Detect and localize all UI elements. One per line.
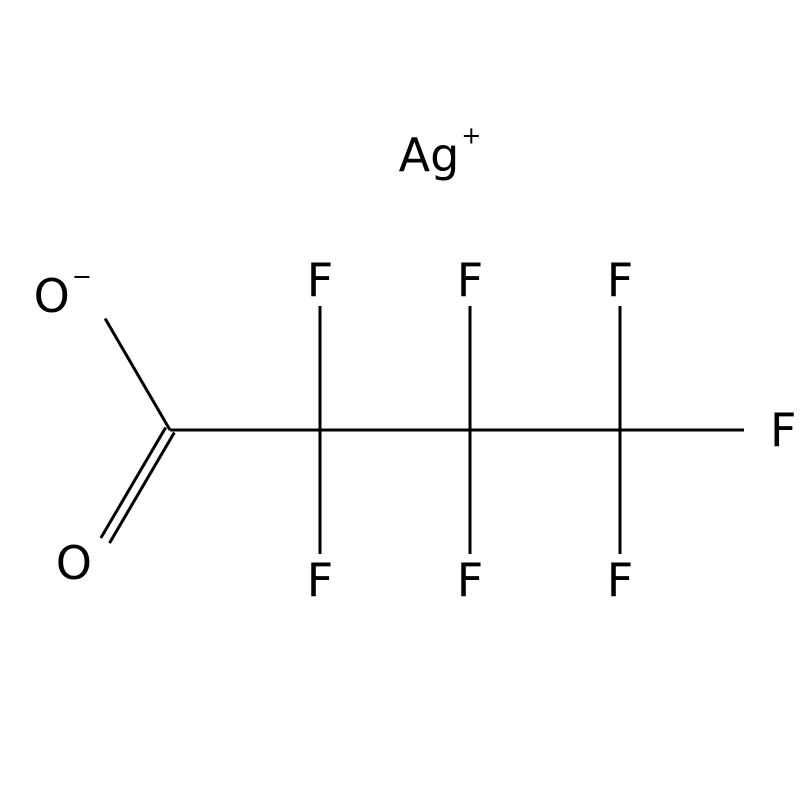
- canvas-background: [0, 0, 800, 800]
- atom-label-F4b: F: [607, 553, 633, 607]
- atom-label-F4c: F: [770, 403, 796, 457]
- atom-label-F2b: F: [307, 553, 333, 607]
- atom-charge-Ag: +: [461, 122, 481, 150]
- atom-label-F3b: F: [457, 553, 483, 607]
- molecular-structure-diagram: O−OFFFFFFFAg+: [0, 0, 800, 800]
- atom-label-F4a: F: [607, 253, 633, 307]
- atom-label-O2: O: [56, 536, 92, 590]
- atom-label-F2a: F: [307, 253, 333, 307]
- atom-charge-O1: −: [72, 263, 92, 291]
- atom-label-F3a: F: [457, 253, 483, 307]
